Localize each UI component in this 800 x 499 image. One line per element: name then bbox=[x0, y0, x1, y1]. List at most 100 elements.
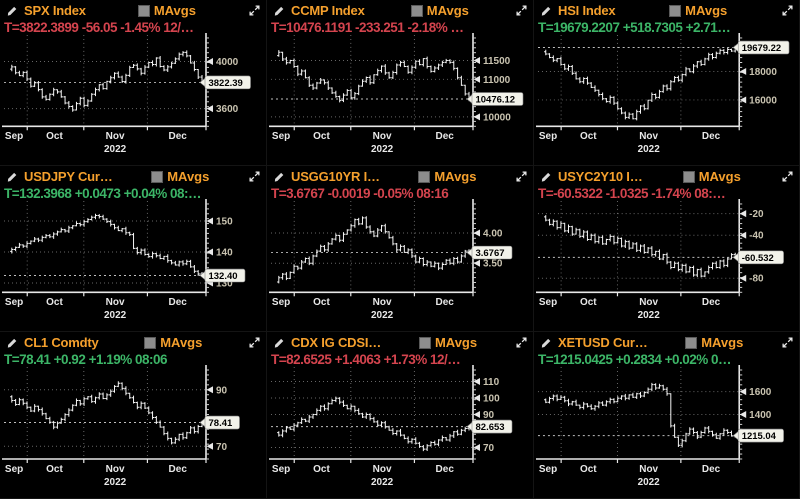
svg-text:1600: 1600 bbox=[749, 387, 772, 398]
mavgs-checkbox[interactable] bbox=[144, 336, 157, 349]
edit-pencil-icon[interactable] bbox=[540, 171, 552, 183]
edit-pencil-icon[interactable] bbox=[540, 337, 552, 349]
expand-icon[interactable] bbox=[515, 4, 528, 17]
panel-header: USGG10YR I… MAvgs bbox=[267, 166, 533, 185]
svg-text:Sep: Sep bbox=[539, 131, 557, 142]
price-chart-cl1-comdty[interactable]: 90 70 Sep Oct Nov Dec 2022 78.41 bbox=[0, 365, 266, 498]
mavgs-checkbox[interactable] bbox=[682, 170, 695, 183]
expand-icon[interactable] bbox=[781, 4, 794, 17]
edit-pencil-icon[interactable] bbox=[6, 337, 18, 349]
expand-icon[interactable] bbox=[781, 170, 794, 183]
svg-text:140: 140 bbox=[216, 248, 233, 259]
chart-panel-9: XETUSD Cur… MAvgs T=1215.0425 +0.2834 +0… bbox=[534, 332, 800, 499]
mavgs-checkbox[interactable] bbox=[685, 336, 698, 349]
security-title[interactable]: CDX IG CDSI… bbox=[291, 335, 382, 350]
price-chart-xetusd-cur[interactable]: 1600 1400 Sep Oct Nov Dec 2022 1215.04 bbox=[534, 365, 799, 498]
svg-text:4000: 4000 bbox=[216, 57, 239, 68]
security-title[interactable]: CCMP Index bbox=[291, 3, 365, 18]
mavgs-toggle[interactable]: MAvgs bbox=[410, 3, 469, 18]
price-chart-cdx-ig-cdsi[interactable]: 110 100 90 70 Sep Oct Nov Dec 2022 82.653 bbox=[267, 365, 533, 498]
svg-text:Dec: Dec bbox=[169, 464, 188, 475]
quote-line: T=82.6525 +1.4063 +1.73% 12/… bbox=[271, 352, 461, 367]
svg-text:Dec: Dec bbox=[702, 464, 721, 475]
chart-panel-1: SPX Index MAvgs T=3822.3899 -56.05 -1.45… bbox=[0, 0, 267, 166]
price-chart-hsi-index[interactable]: 18000 16000 Sep Oct Nov Dec 2022 19679.22 bbox=[534, 33, 799, 165]
panel-header: SPX Index MAvgs bbox=[0, 0, 266, 19]
svg-text:90: 90 bbox=[216, 385, 228, 396]
security-title[interactable]: USYC2Y10 I… bbox=[558, 169, 643, 184]
mavgs-toggle[interactable]: MAvgs bbox=[144, 335, 202, 350]
svg-text:3822.39: 3822.39 bbox=[209, 78, 243, 89]
svg-text:Nov: Nov bbox=[639, 297, 658, 308]
security-title[interactable]: CL1 Comdty bbox=[24, 335, 99, 350]
svg-text:90: 90 bbox=[483, 410, 495, 421]
expand-icon[interactable] bbox=[781, 336, 794, 349]
edit-pencil-icon[interactable] bbox=[273, 337, 285, 349]
svg-text:Sep: Sep bbox=[539, 297, 557, 308]
security-title[interactable]: SPX Index bbox=[24, 3, 86, 18]
svg-text:Dec: Dec bbox=[436, 297, 455, 308]
mavgs-label: MAvgs bbox=[434, 169, 477, 184]
expand-icon[interactable] bbox=[248, 170, 261, 183]
svg-text:Nov: Nov bbox=[639, 131, 658, 142]
panel-header: HSI Index MAvgs bbox=[534, 0, 799, 19]
mavgs-toggle[interactable]: MAvgs bbox=[682, 169, 741, 184]
mavgs-checkbox[interactable] bbox=[137, 4, 150, 17]
mavgs-toggle[interactable]: MAvgs bbox=[137, 3, 196, 18]
expand-icon[interactable] bbox=[248, 4, 261, 17]
price-chart-usdjpy-cur[interactable]: 150 140 130 Sep Oct Nov Dec 2022 132.40 bbox=[0, 199, 266, 331]
svg-text:2022: 2022 bbox=[638, 310, 661, 321]
mavgs-toggle[interactable]: MAvgs bbox=[418, 335, 477, 350]
svg-text:Oct: Oct bbox=[46, 297, 63, 308]
mavgs-checkbox[interactable] bbox=[410, 4, 423, 17]
security-title[interactable]: USDJPY Cur… bbox=[24, 169, 113, 184]
price-chart-spx-index[interactable]: 4000 3600 Sep Oct Nov Dec 2022 3822.39 bbox=[0, 33, 266, 165]
mavgs-checkbox[interactable] bbox=[151, 170, 164, 183]
mavgs-toggle[interactable]: MAvgs bbox=[418, 169, 476, 184]
price-chart-ccmp-index[interactable]: 11500 11000 10000 Sep Oct Nov Dec 2022 10476.12 bbox=[267, 33, 533, 165]
mavgs-label: MAvgs bbox=[153, 3, 196, 18]
mavgs-toggle[interactable]: MAvgs bbox=[669, 3, 727, 18]
mavgs-label: MAvgs bbox=[426, 3, 469, 18]
edit-pencil-icon[interactable] bbox=[273, 171, 285, 183]
svg-text:Nov: Nov bbox=[106, 297, 125, 308]
quote-line: T=3.6767 -0.0019 -0.05% 08:16 bbox=[271, 186, 449, 201]
svg-text:Oct: Oct bbox=[313, 464, 330, 475]
expand-icon[interactable] bbox=[248, 336, 261, 349]
edit-pencil-icon[interactable] bbox=[6, 171, 18, 183]
security-title[interactable]: USGG10YR I… bbox=[291, 169, 380, 184]
edit-pencil-icon[interactable] bbox=[273, 5, 285, 17]
mavgs-toggle[interactable]: MAvgs bbox=[151, 169, 209, 184]
edit-pencil-icon[interactable] bbox=[540, 5, 552, 17]
mavgs-checkbox[interactable] bbox=[418, 336, 431, 349]
svg-text:70: 70 bbox=[483, 443, 495, 454]
quote-line: T=3822.3899 -56.05 -1.45% 12/… bbox=[4, 20, 194, 35]
mavgs-label: MAvgs bbox=[685, 3, 728, 18]
quote-line: T=19679.2207 +518.7305 +2.71… bbox=[538, 20, 731, 35]
chart-panel-2: CCMP Index MAvgs T=10476.1191 -233.251 -… bbox=[267, 0, 534, 166]
svg-text:-20: -20 bbox=[749, 209, 764, 220]
security-title[interactable]: HSI Index bbox=[558, 3, 616, 18]
svg-text:100: 100 bbox=[483, 394, 500, 405]
chart-panel-3: HSI Index MAvgs T=19679.2207 +518.7305 +… bbox=[534, 0, 800, 166]
svg-text:110: 110 bbox=[483, 377, 500, 388]
security-title[interactable]: XETUSD Cur… bbox=[558, 335, 648, 350]
expand-icon[interactable] bbox=[515, 170, 528, 183]
mavgs-checkbox[interactable] bbox=[418, 170, 431, 183]
svg-text:Dec: Dec bbox=[702, 297, 721, 308]
expand-icon[interactable] bbox=[515, 336, 528, 349]
chart-panel-7: CL1 Comdty MAvgs T=78.41 +0.92 +1.19% 08… bbox=[0, 332, 267, 499]
price-chart-usgg10yr-i[interactable]: 4.00 3.50 Sep Oct Nov Dec 2022 3.6767 bbox=[267, 199, 533, 331]
price-chart-usyc2y10-i[interactable]: -20 -40 -80 Sep Oct Nov Dec 2022 -60.532 bbox=[534, 199, 799, 331]
svg-text:Oct: Oct bbox=[580, 464, 597, 475]
quote-line: T=10476.1191 -233.251 -2.18% … bbox=[271, 20, 464, 35]
mavgs-checkbox[interactable] bbox=[669, 4, 682, 17]
mavgs-toggle[interactable]: MAvgs bbox=[685, 335, 743, 350]
svg-text:-60.532: -60.532 bbox=[742, 253, 774, 264]
edit-pencil-icon[interactable] bbox=[6, 5, 18, 17]
quote-line: T=-60.5322 -1.0325 -1.74% 08:… bbox=[538, 186, 726, 201]
svg-text:18000: 18000 bbox=[749, 67, 777, 78]
svg-text:Sep: Sep bbox=[272, 131, 290, 142]
svg-text:11500: 11500 bbox=[483, 56, 511, 67]
